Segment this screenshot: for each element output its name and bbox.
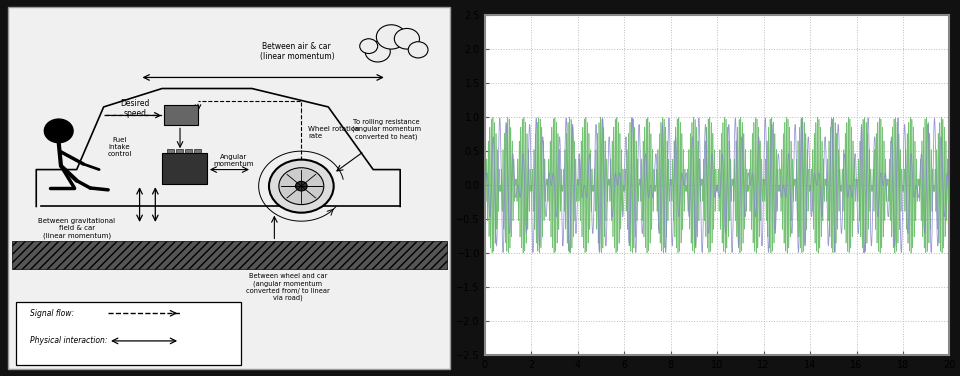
Bar bbox=[185, 149, 192, 162]
Bar bbox=[194, 149, 201, 162]
Circle shape bbox=[360, 39, 377, 53]
Circle shape bbox=[408, 42, 428, 58]
Bar bbox=[177, 149, 182, 162]
Text: Signal flow:: Signal flow: bbox=[30, 309, 74, 318]
Circle shape bbox=[269, 160, 334, 213]
Circle shape bbox=[365, 41, 391, 62]
Circle shape bbox=[44, 119, 73, 143]
Text: Fuel
intake
control: Fuel intake control bbox=[108, 138, 132, 158]
Bar bbox=[164, 105, 198, 125]
Text: Between gravitational
field & car
(linear momentum): Between gravitational field & car (linea… bbox=[38, 218, 115, 239]
Circle shape bbox=[278, 168, 324, 205]
Bar bbox=[167, 149, 174, 162]
Text: Wheel rotation
rate: Wheel rotation rate bbox=[308, 126, 360, 139]
Text: To rolling resistance
(angular momentum
converted to heat): To rolling resistance (angular momentum … bbox=[352, 118, 421, 139]
Bar bbox=[12, 241, 447, 269]
Text: Desired
speed: Desired speed bbox=[120, 99, 150, 118]
Text: Angular
momentum: Angular momentum bbox=[214, 154, 254, 167]
Bar bbox=[369, 44, 427, 57]
Circle shape bbox=[395, 29, 420, 49]
Bar bbox=[162, 153, 207, 184]
Circle shape bbox=[376, 25, 406, 49]
Text: Between air & car
(linear momentum): Between air & car (linear momentum) bbox=[259, 42, 334, 61]
Bar bbox=[16, 302, 241, 365]
Circle shape bbox=[296, 181, 307, 191]
Text: Between wheel and car
(angular momentum
converted from/ to linear
via road): Between wheel and car (angular momentum … bbox=[246, 273, 329, 302]
Text: Physical interaction:: Physical interaction: bbox=[30, 337, 107, 346]
